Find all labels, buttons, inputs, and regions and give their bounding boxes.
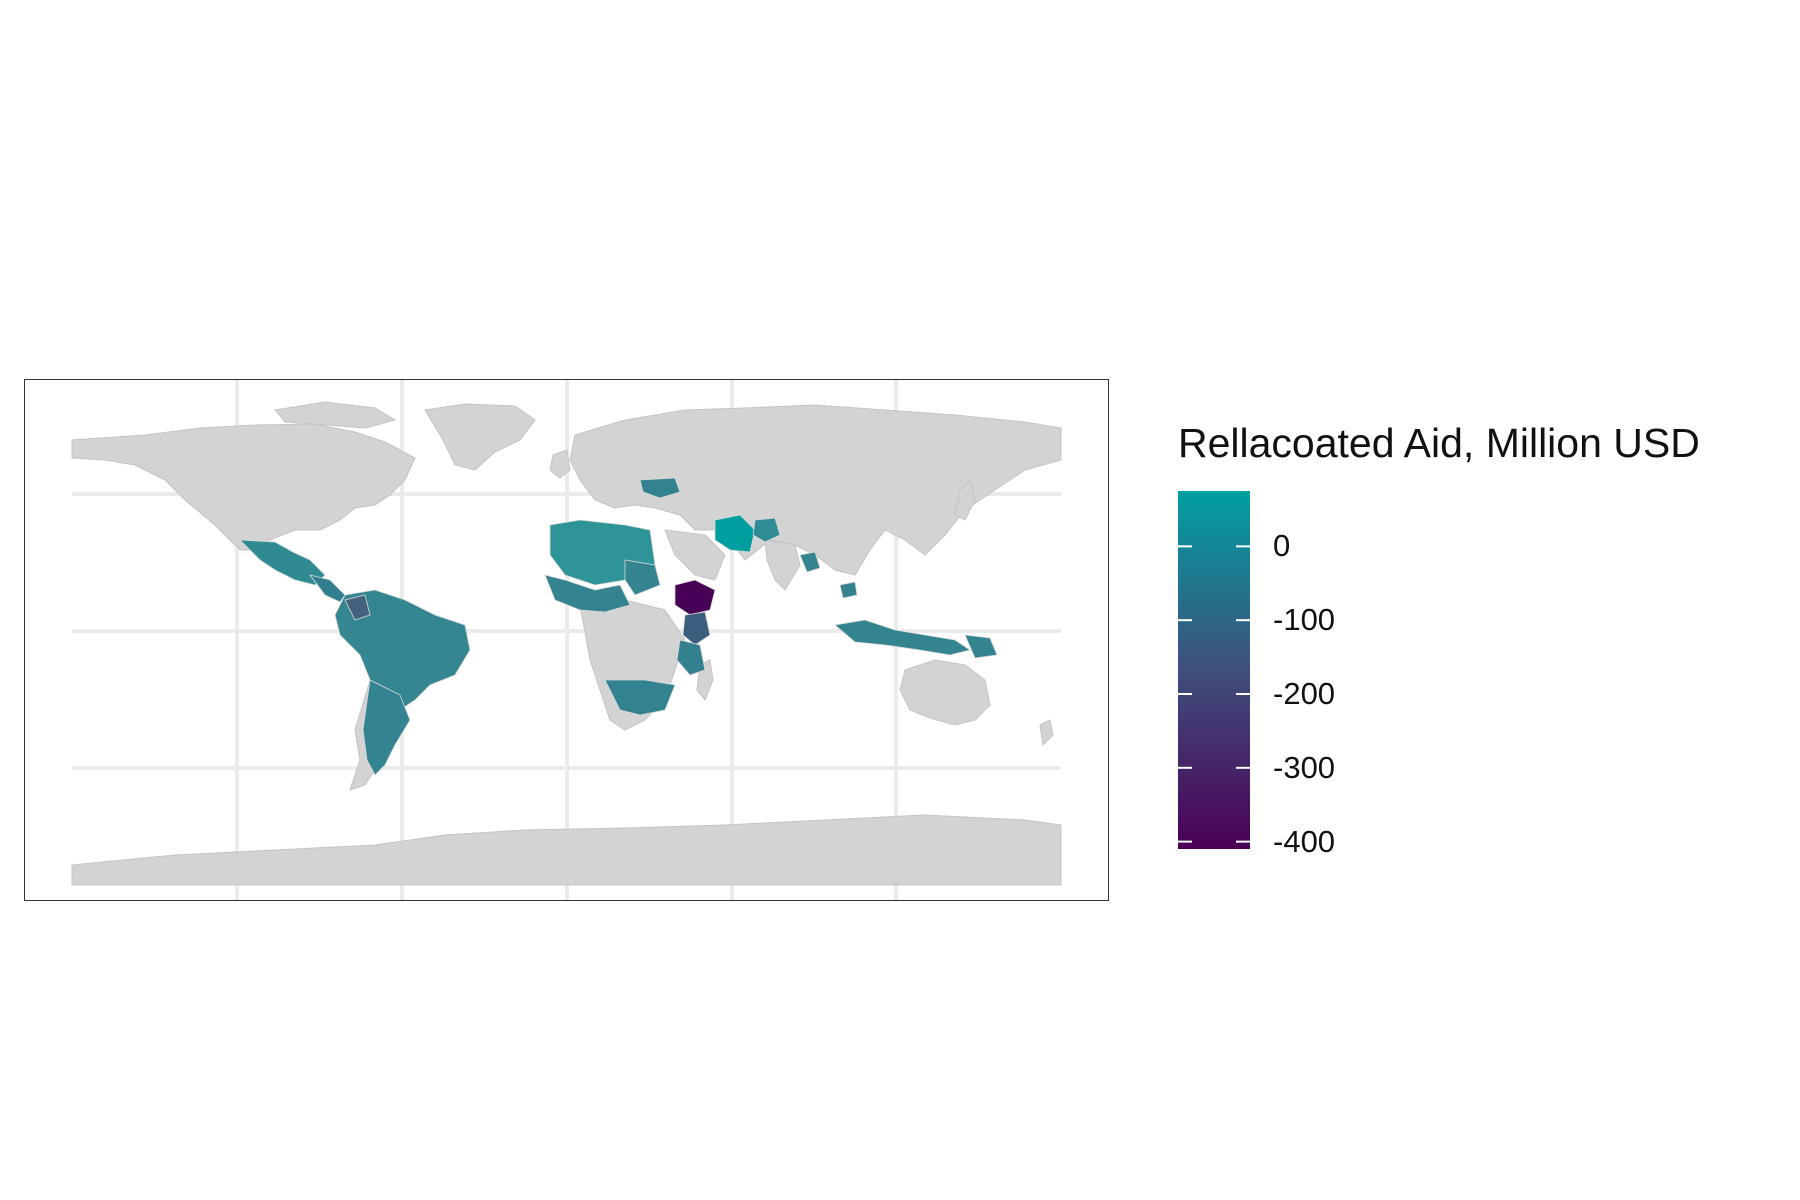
india	[764, 539, 801, 591]
legend-label: -300	[1273, 749, 1336, 785]
data-countries	[238, 477, 998, 776]
country-central-america	[309, 574, 346, 603]
land	[71, 401, 1062, 886]
country-argentina	[362, 679, 411, 776]
canada-islands	[274, 401, 397, 429]
greenland	[424, 403, 536, 471]
map-panel	[24, 379, 1109, 901]
country-west-africa	[544, 574, 631, 613]
legend-gradient	[1178, 491, 1250, 849]
country-tanzania	[676, 639, 706, 676]
legend-label: -200	[1273, 675, 1336, 711]
country-south-asia	[799, 551, 821, 573]
world-map	[71, 380, 1062, 900]
legend-label: -400	[1273, 823, 1336, 859]
legend-title: Rellacoated Aid, Million USD	[1178, 420, 1700, 466]
country-southern-africa	[604, 679, 676, 716]
legend-colorbar	[1178, 491, 1250, 849]
country-iran	[714, 514, 756, 553]
country-kenya	[682, 611, 711, 646]
country-sahel-east	[624, 559, 661, 596]
country-indonesia	[834, 619, 971, 656]
legend: Rellacoated Aid, Million USD 0 -100 -200 -3…	[1178, 420, 1778, 880]
country-cambodia	[839, 581, 858, 599]
country-ethiopia	[674, 579, 716, 616]
country-south-america	[334, 589, 471, 711]
legend-label: -100	[1273, 602, 1336, 638]
japan	[954, 479, 976, 521]
uk	[549, 449, 571, 479]
country-ukraine	[639, 477, 681, 499]
country-png	[964, 634, 998, 659]
country-afghanistan	[752, 517, 781, 543]
north-america	[71, 423, 416, 551]
country-colombia	[344, 594, 371, 621]
australia	[899, 659, 991, 726]
antarctica	[71, 814, 1062, 886]
new-zealand	[1039, 719, 1054, 747]
legend-label: 0	[1273, 528, 1291, 564]
europe-asia	[569, 404, 1062, 576]
arabia	[664, 529, 726, 581]
